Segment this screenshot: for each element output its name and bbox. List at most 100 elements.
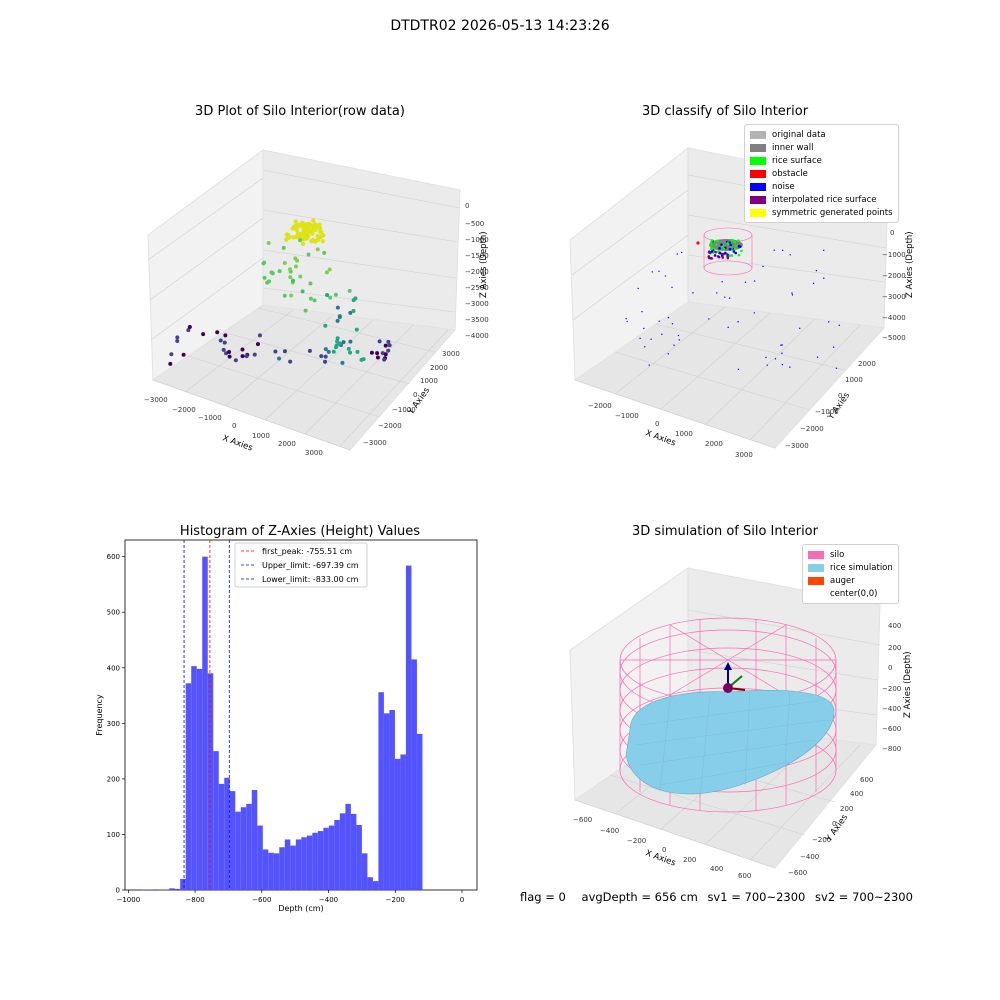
- legend-item: rice simulation: [808, 561, 893, 574]
- center-marker: [723, 683, 733, 693]
- raw-scatter-point: [240, 347, 245, 352]
- classify-ztick: 0: [890, 229, 894, 237]
- histogram-bar: [383, 713, 390, 890]
- raw-scatter-point: [308, 296, 313, 301]
- classify-point: [732, 250, 736, 253]
- histogram-bar: [235, 811, 241, 890]
- classify-noise-point: [678, 339, 681, 341]
- raw-scatter-point: [340, 360, 345, 365]
- classify-noise-point: [643, 327, 645, 330]
- classify-point: [728, 247, 732, 251]
- raw-ztick: −3000: [465, 300, 489, 308]
- classify-noise-point: [692, 292, 694, 294]
- raw-scatter-point: [222, 340, 227, 345]
- legend-label: obstacle: [772, 168, 808, 179]
- simulation-ytick: 400: [850, 790, 863, 798]
- classify-noise-point: [753, 280, 756, 282]
- raw-scatter-point: [335, 336, 340, 341]
- raw-scatter-point: [223, 333, 228, 338]
- raw-scatter-point: [175, 338, 180, 343]
- histogram-legend: first_peak: -755.51 cm Upper_limit: -697…: [234, 542, 368, 588]
- raw-scatter-point: [308, 281, 313, 286]
- histogram-bar: [323, 827, 329, 890]
- classify-point: [722, 252, 725, 256]
- histogram-bar: [273, 853, 280, 890]
- classify-point: [716, 255, 720, 258]
- raw-scatter-point: [306, 252, 311, 257]
- legend-item: interpolated rice surface: [750, 193, 893, 206]
- classify-noise-point: [744, 281, 747, 284]
- histogram-bar: [257, 825, 263, 890]
- simulation-ytick: 600: [860, 776, 873, 784]
- classify-noise-point: [721, 281, 723, 283]
- histogram-bar: [202, 556, 208, 890]
- histogram-xlabel: Depth (cm): [278, 904, 323, 913]
- classify-noise-point: [626, 320, 628, 323]
- classify-noise-point: [737, 368, 740, 371]
- raw-scatter-point: [187, 325, 192, 330]
- raw-scatter-point: [252, 352, 257, 357]
- classify-noise-point: [667, 316, 670, 319]
- histogram-bar: [411, 659, 417, 890]
- classify-xtick: −2000: [588, 402, 612, 410]
- raw-scatter-point: [351, 308, 356, 313]
- raw-scatter-point: [169, 352, 174, 357]
- legend-swatch: [750, 143, 766, 152]
- simulation-xlabel: X Axies: [644, 848, 677, 868]
- simulation-xtick: 0: [662, 846, 666, 854]
- raw-scatter-point: [323, 354, 328, 359]
- histogram-bar: [279, 847, 285, 890]
- classify-3d-plot: −2000 −1000 0 1000 2000 3000 −3000 −2000…: [569, 146, 915, 459]
- simulation-plot-title: 3D simulation of Silo Interior: [632, 524, 818, 539]
- raw-scatter-point: [315, 234, 320, 239]
- raw-scatter-point: [348, 310, 353, 315]
- classify-noise-point: [650, 338, 652, 340]
- classify-noise-point: [671, 323, 674, 325]
- raw-plot-title: 3D Plot of Silo Interior(row data): [195, 104, 405, 119]
- classify-point: [737, 239, 740, 242]
- classify-noise-point: [753, 312, 756, 314]
- histogram-bar: [213, 751, 219, 890]
- raw-scatter-point: [287, 234, 292, 240]
- raw-scatter-point: [386, 339, 391, 344]
- legend-swatch: [808, 576, 824, 585]
- raw-xtick: −3000: [144, 396, 168, 404]
- legend-item: noise: [750, 180, 893, 193]
- classify-noise-point: [677, 334, 680, 337]
- raw-scatter-point: [333, 292, 338, 297]
- classify-noise-point: [789, 254, 791, 256]
- classify-point: [710, 257, 714, 260]
- classify-obstacle-point: [696, 241, 700, 245]
- classify-noise-point: [676, 253, 678, 255]
- histogram-y-tick-label: 100: [107, 831, 120, 839]
- histogram-bar: [328, 825, 335, 890]
- classify-noise-point: [651, 271, 653, 273]
- raw-scatter-point: [323, 347, 328, 352]
- simulation-ztick: −400: [882, 705, 901, 713]
- raw-3d-grid: [147, 169, 461, 451]
- classify-ztick: −2000: [882, 272, 906, 280]
- raw-ytick: −2000: [378, 422, 402, 430]
- histogram-y-ticks: 0 100 200 300 400 500 600: [107, 553, 125, 895]
- raw-ztick: −2500: [465, 284, 489, 292]
- raw-scatter-point: [224, 351, 229, 356]
- raw-scatter-point: [255, 342, 260, 347]
- raw-scatter-point: [233, 358, 238, 363]
- raw-scatter-point: [307, 348, 312, 353]
- classify-noise-point: [823, 249, 825, 252]
- sv1-text: sv1 = 700~2300: [707, 890, 806, 904]
- histogram-bar: [306, 835, 313, 890]
- raw-scatter-point: [290, 226, 295, 231]
- classify-noise-point: [774, 358, 777, 360]
- simulation-xtick: −200: [627, 837, 646, 845]
- legend-item: rice surface: [750, 154, 893, 167]
- simulation-xtick: −400: [600, 827, 619, 835]
- simulation-ytick: −600: [788, 869, 807, 877]
- legend-label: Upper_limit: -697.39 cm: [262, 561, 359, 570]
- classify-noise-point: [637, 287, 639, 290]
- classify-ztick: −4000: [882, 314, 906, 322]
- classify-ytick: −3000: [785, 442, 809, 450]
- raw-scatter-point: [257, 333, 262, 338]
- raw-scatter-point: [175, 335, 180, 340]
- classify-legend: original data inner wall rice surface ob…: [744, 124, 899, 223]
